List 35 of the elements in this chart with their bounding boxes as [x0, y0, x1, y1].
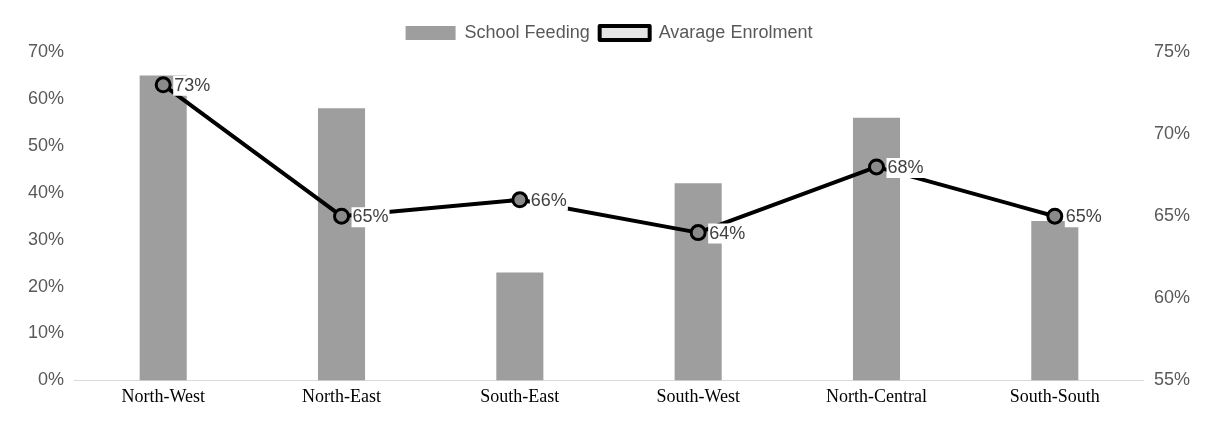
x-tick-label: South-East	[480, 385, 560, 406]
y-tick-label: 30%	[28, 228, 65, 249]
x-tick-label: North-East	[302, 385, 382, 406]
data-label: 65%	[352, 206, 389, 227]
point	[689, 224, 707, 242]
point	[333, 207, 351, 225]
y-tick-label: 60%	[28, 87, 65, 108]
point	[154, 76, 172, 94]
y-tick-label: 20%	[28, 275, 65, 296]
y-tick-label: 10%	[28, 322, 65, 343]
x-tick-label: South-West	[656, 385, 740, 406]
bar	[1031, 220, 1079, 381]
y2-tick-label: 65%	[1153, 205, 1190, 226]
y2-tick-label: 70%	[1153, 123, 1190, 144]
y2-tick-label: 60%	[1153, 287, 1190, 308]
x-tick-label: North-Central	[826, 385, 927, 406]
y2-tick-label: 55%	[1153, 369, 1190, 390]
data-label: 64%	[709, 222, 746, 243]
y-tick-label: 50%	[28, 134, 65, 155]
point	[511, 191, 529, 209]
data-label: 65%	[1065, 206, 1102, 227]
data-label: 73%	[174, 74, 211, 95]
x-tick-label: South-South	[1009, 385, 1100, 406]
legend-label: School Feeding	[464, 21, 590, 42]
y-tick-label: 0%	[38, 369, 65, 390]
y-tick-label: 40%	[28, 181, 65, 202]
point	[1046, 207, 1064, 225]
point	[867, 158, 885, 176]
x-tick-label: North-West	[121, 385, 205, 406]
y2-tick-label: 75%	[1153, 40, 1190, 61]
data-label: 68%	[887, 156, 924, 177]
y-tick-label: 70%	[28, 40, 65, 61]
legend-label: Avarage Enrolment	[658, 21, 813, 42]
bar	[496, 272, 544, 381]
data-label: 66%	[530, 189, 567, 210]
